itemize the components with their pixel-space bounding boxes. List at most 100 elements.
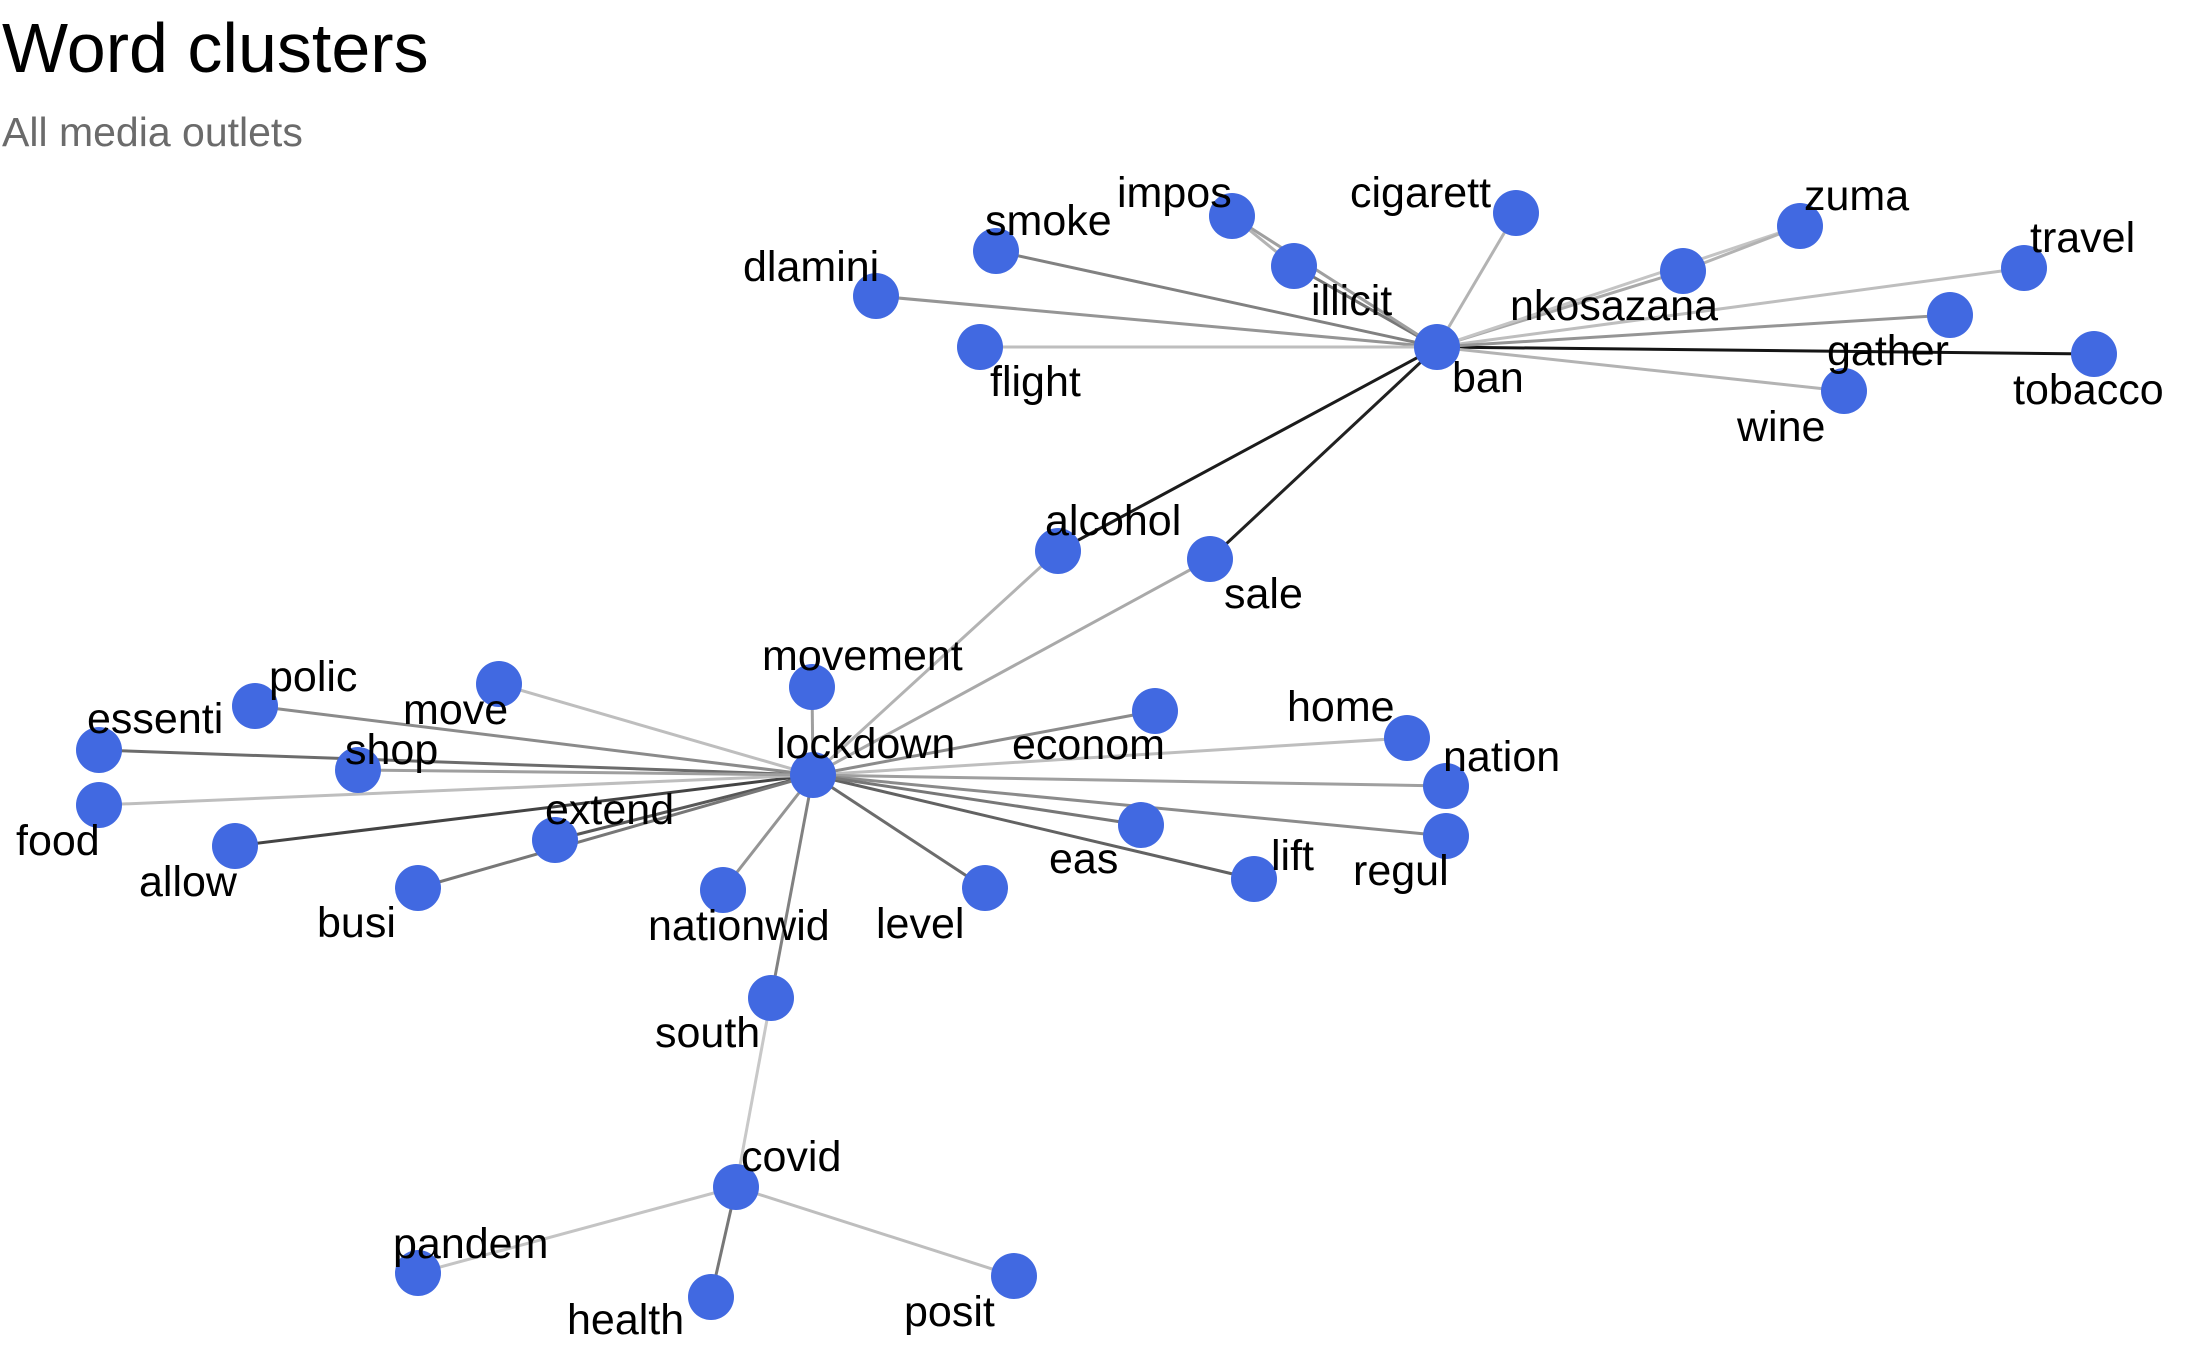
network-nodes (76, 190, 2117, 1320)
node-essenti (76, 727, 122, 773)
edge-ban-alcohol (1057, 345, 1438, 553)
node-travel (2001, 245, 2047, 291)
node-label-zuma: zuma (1804, 172, 1909, 220)
node-label-regul: regul (1353, 847, 1449, 895)
node-label-health: health (567, 1296, 684, 1344)
node-shop (335, 747, 381, 793)
node-ban (1414, 324, 1460, 370)
node-cigarett (1493, 190, 1539, 236)
node-sale (1187, 536, 1233, 582)
node-allow (212, 823, 258, 869)
node-label-allow: allow (139, 858, 238, 906)
edge-ban-gather (1436, 313, 1951, 349)
node-lift (1231, 856, 1277, 902)
node-label-alcohol: alcohol (1045, 497, 1181, 545)
node-posit (991, 1253, 1037, 1299)
edge-ban-smoke (995, 249, 1438, 349)
edge-lockdown-polic (254, 704, 814, 777)
node-label-essenti: essenti (87, 695, 223, 743)
edge-lockdown-food (98, 773, 814, 807)
edge-lockdown-shop (357, 768, 814, 777)
node-label-econom: econom (1012, 721, 1165, 769)
edge-south-covid (734, 997, 773, 1188)
node-label-travel: travel (2030, 214, 2135, 262)
node-label-nkosazana: nkosazana (1510, 282, 1718, 330)
edge-ban-zuma (1436, 224, 1801, 349)
node-label-level: level (876, 900, 964, 948)
node-label-move: move (403, 686, 508, 734)
node-label-impos: impos (1117, 169, 1232, 217)
edge-lockdown-level (812, 773, 986, 890)
node-home (1384, 715, 1430, 761)
node-nkosazana (1660, 248, 1706, 294)
node-label-flight: flight (990, 358, 1081, 406)
node-label-shop: shop (345, 726, 438, 774)
node-polic (232, 683, 278, 729)
node-label-home: home (1287, 683, 1395, 731)
edge-lockdown-busi (417, 773, 814, 890)
node-south (748, 975, 794, 1021)
node-label-cigarett: cigarett (1350, 169, 1491, 217)
node-nationwid (700, 867, 746, 913)
node-label-illicit: illicit (1311, 277, 1392, 325)
edge-lockdown-nation (812, 773, 1447, 788)
node-label-smoke: smoke (985, 197, 1112, 245)
node-movement (789, 664, 835, 710)
node-label-extend: extend (545, 786, 674, 834)
node-busi (395, 865, 441, 911)
edge-lockdown-lift (812, 773, 1255, 881)
node-lockdown (790, 752, 836, 798)
page-title: Word clusters (2, 9, 429, 87)
edge-lockdown-home (812, 736, 1408, 777)
node-label-wine: wine (1736, 403, 1825, 451)
node-label-pandem: pandem (393, 1220, 548, 1268)
node-label-nationwid: nationwid (648, 902, 830, 950)
node-regul (1423, 813, 1469, 859)
edge-lockdown-south (769, 774, 815, 999)
edge-ban-wine (1436, 345, 1845, 393)
node-extend (532, 817, 578, 863)
node-label-busi: busi (317, 899, 396, 947)
edge-lockdown-econom (812, 709, 1156, 777)
edge-ban-travel (1436, 266, 2025, 349)
node-nation (1423, 763, 1469, 809)
node-illicit (1271, 243, 1317, 289)
edge-lockdown-alcohol (811, 549, 1060, 777)
network-edges (98, 212, 2095, 1298)
edge-lockdown-nationwid (721, 774, 815, 891)
node-label-gather: gather (1827, 327, 1949, 375)
node-label-movement: movement (762, 632, 963, 680)
edge-ban-sale (1208, 345, 1439, 561)
node-label-eas: eas (1049, 835, 1118, 883)
node-alcohol (1035, 528, 1081, 574)
node-covid (713, 1164, 759, 1210)
edge-lockdown-sale (812, 557, 1211, 777)
node-level (962, 865, 1008, 911)
node-impos (1209, 193, 1255, 239)
node-label-south: south (655, 1009, 760, 1057)
edge-ban-impos (1231, 214, 1438, 349)
edge-lockdown-move (498, 682, 814, 777)
edge-ban-dlamini (875, 294, 1438, 349)
node-eas (1118, 802, 1164, 848)
node-flight (957, 324, 1003, 370)
edge-lockdown-eas (812, 773, 1142, 827)
edge-covid-posit (735, 1185, 1015, 1278)
node-econom (1132, 688, 1178, 734)
node-label-dlamini: dlamini (743, 243, 879, 291)
node-move (476, 661, 522, 707)
node-gather (1927, 292, 1973, 338)
node-label-food: food (16, 817, 100, 865)
node-label-lockdown: lockdown (776, 720, 955, 768)
node-dlamini (853, 273, 899, 319)
edge-lockdown-essenti (98, 748, 814, 777)
page-subtitle: All media outlets (2, 109, 303, 155)
node-label-tobacco: tobacco (2013, 366, 2164, 414)
node-health (688, 1274, 734, 1320)
edge-ban-tobacco (1436, 345, 2095, 356)
node-label-ban: ban (1452, 354, 1524, 402)
node-label-polic: polic (269, 653, 357, 701)
node-zuma (1777, 203, 1823, 249)
